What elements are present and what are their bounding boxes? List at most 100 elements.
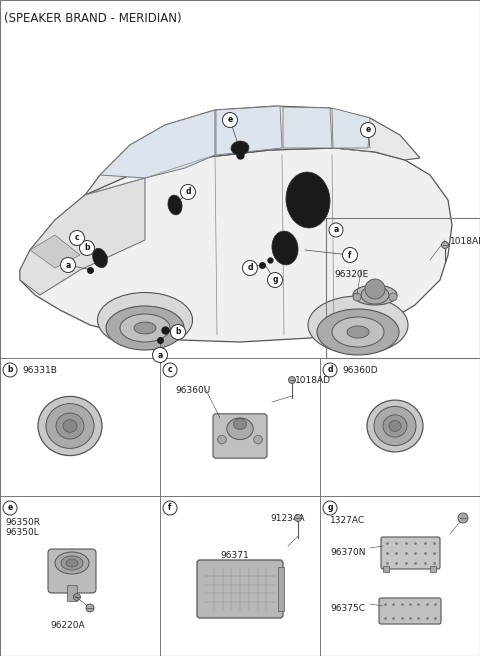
- Ellipse shape: [227, 418, 253, 440]
- Text: 96371: 96371: [220, 551, 249, 560]
- Polygon shape: [332, 108, 370, 148]
- Circle shape: [323, 501, 337, 515]
- Text: 96320E: 96320E: [334, 270, 368, 279]
- Circle shape: [60, 258, 75, 272]
- Text: g: g: [327, 504, 333, 512]
- Polygon shape: [100, 110, 215, 178]
- Circle shape: [329, 223, 343, 237]
- Ellipse shape: [56, 413, 84, 439]
- Bar: [278, 567, 284, 611]
- Text: d: d: [327, 365, 333, 375]
- Ellipse shape: [168, 195, 182, 215]
- Polygon shape: [20, 148, 452, 342]
- Text: b: b: [84, 243, 90, 253]
- Ellipse shape: [347, 326, 369, 338]
- Text: b: b: [7, 365, 13, 375]
- Circle shape: [163, 501, 177, 515]
- Text: f: f: [348, 251, 352, 260]
- FancyBboxPatch shape: [379, 598, 441, 624]
- Text: e: e: [228, 115, 233, 125]
- Circle shape: [343, 247, 358, 262]
- Circle shape: [288, 377, 296, 384]
- FancyBboxPatch shape: [197, 560, 283, 618]
- Text: b: b: [175, 327, 181, 337]
- Ellipse shape: [106, 306, 184, 350]
- Ellipse shape: [134, 322, 156, 334]
- Text: c: c: [75, 234, 79, 243]
- Bar: [383, 566, 389, 572]
- Ellipse shape: [46, 403, 94, 449]
- Text: 96375C: 96375C: [330, 604, 365, 613]
- Text: 96350R: 96350R: [5, 518, 40, 527]
- Ellipse shape: [374, 407, 416, 445]
- Circle shape: [86, 604, 94, 612]
- Ellipse shape: [233, 419, 247, 430]
- Text: 96370N: 96370N: [330, 548, 365, 557]
- Text: 91234A: 91234A: [270, 514, 305, 523]
- Circle shape: [360, 123, 375, 138]
- Circle shape: [267, 272, 283, 287]
- Text: e: e: [7, 504, 12, 512]
- Ellipse shape: [353, 285, 397, 305]
- Circle shape: [323, 363, 337, 377]
- Text: d: d: [185, 188, 191, 197]
- Text: 96360D: 96360D: [342, 366, 378, 375]
- Ellipse shape: [367, 400, 423, 452]
- Text: a: a: [157, 350, 163, 359]
- Circle shape: [170, 325, 185, 340]
- Polygon shape: [30, 235, 80, 268]
- Polygon shape: [216, 106, 282, 155]
- Circle shape: [223, 112, 238, 127]
- Ellipse shape: [272, 231, 298, 265]
- Ellipse shape: [61, 556, 83, 570]
- Text: e: e: [365, 125, 371, 134]
- Circle shape: [180, 184, 195, 199]
- Circle shape: [389, 293, 397, 301]
- Text: a: a: [65, 260, 71, 270]
- Bar: [326, 218, 480, 358]
- Ellipse shape: [286, 172, 330, 228]
- Circle shape: [458, 513, 468, 523]
- Circle shape: [3, 501, 17, 515]
- Polygon shape: [85, 106, 420, 195]
- Ellipse shape: [55, 552, 89, 574]
- Text: 96360U: 96360U: [175, 386, 210, 395]
- Text: 1018AD: 1018AD: [295, 376, 331, 385]
- Circle shape: [3, 363, 17, 377]
- Ellipse shape: [97, 293, 192, 348]
- Circle shape: [242, 260, 257, 276]
- Text: a: a: [334, 226, 338, 234]
- Ellipse shape: [383, 415, 407, 437]
- Circle shape: [73, 594, 81, 600]
- Text: 1327AC: 1327AC: [330, 516, 365, 525]
- Text: 1018AD: 1018AD: [450, 237, 480, 246]
- Ellipse shape: [332, 317, 384, 347]
- Ellipse shape: [389, 420, 401, 432]
- Text: f: f: [168, 504, 172, 512]
- FancyBboxPatch shape: [48, 549, 96, 593]
- Text: 96350L: 96350L: [5, 528, 39, 537]
- Circle shape: [153, 348, 168, 363]
- Text: d: d: [247, 264, 253, 272]
- Ellipse shape: [231, 141, 249, 155]
- FancyBboxPatch shape: [381, 537, 440, 569]
- Text: c: c: [168, 365, 172, 375]
- Bar: [430, 566, 436, 572]
- Ellipse shape: [317, 309, 399, 355]
- Text: 96220A: 96220A: [51, 621, 85, 630]
- Ellipse shape: [63, 420, 77, 432]
- Circle shape: [353, 293, 361, 301]
- Circle shape: [442, 241, 448, 249]
- Polygon shape: [20, 178, 145, 295]
- Text: 96331B: 96331B: [22, 366, 57, 375]
- Ellipse shape: [120, 314, 170, 342]
- Ellipse shape: [308, 296, 408, 354]
- Circle shape: [295, 514, 301, 522]
- Text: (SPEAKER BRAND - MERIDIAN): (SPEAKER BRAND - MERIDIAN): [4, 12, 181, 25]
- Ellipse shape: [66, 559, 78, 567]
- Circle shape: [365, 279, 385, 299]
- Circle shape: [80, 241, 95, 255]
- Text: g: g: [272, 276, 278, 285]
- Ellipse shape: [38, 396, 102, 456]
- Ellipse shape: [361, 286, 389, 304]
